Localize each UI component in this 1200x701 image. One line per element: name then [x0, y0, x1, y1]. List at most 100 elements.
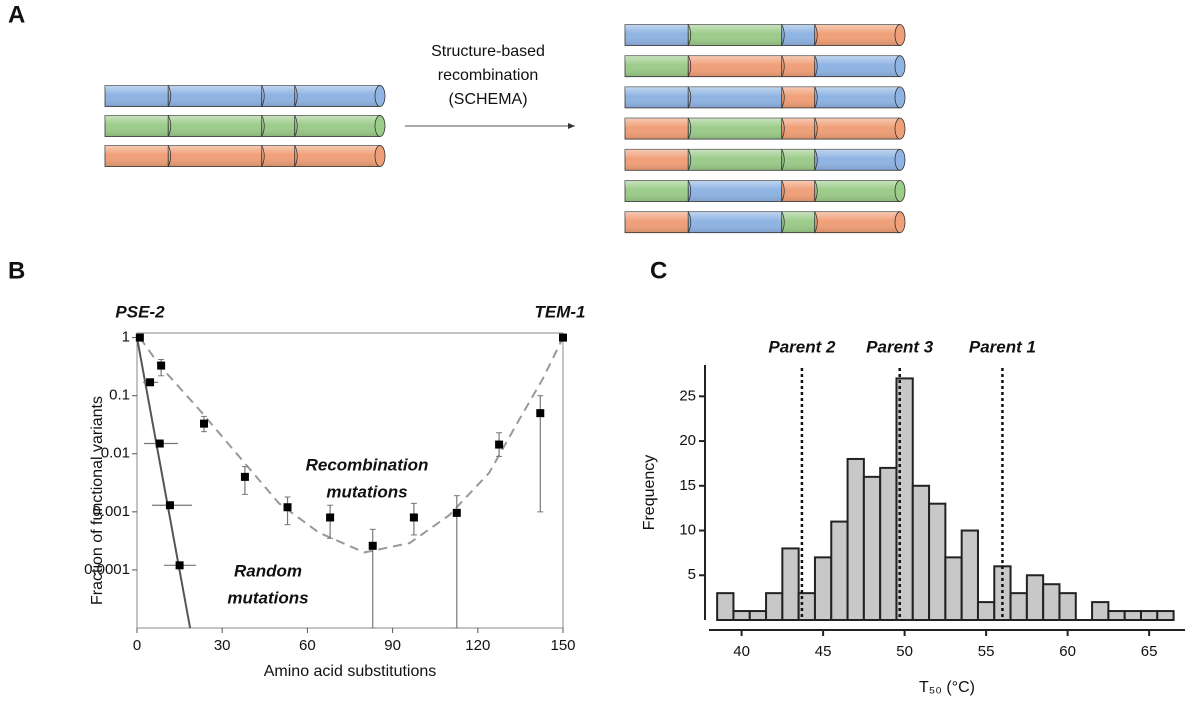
y-tick-label: 25 [679, 387, 696, 404]
annotation: Recombination [306, 455, 429, 474]
y-tick-label: 15 [679, 477, 696, 494]
x-tick-label: 45 [815, 643, 832, 660]
barrel-joint [781, 149, 785, 171]
barrel-joint [781, 180, 785, 202]
barrel-joint [814, 117, 818, 140]
barrels [104, 24, 906, 234]
y-tick-label: 0.01 [101, 445, 130, 462]
y-axis-label: Fraction of functional variants [89, 396, 106, 605]
bar [1139, 610, 1159, 621]
bar [765, 592, 784, 622]
point [452, 508, 461, 517]
barrel-joint [814, 149, 818, 171]
y-tick-label: 10 [679, 521, 696, 538]
barrel-sheen [625, 149, 689, 171]
point [146, 378, 155, 387]
bar [813, 556, 833, 621]
barrel-sheen [688, 55, 782, 77]
bar [862, 475, 882, 621]
bar [944, 556, 963, 621]
barrel-sheen [261, 85, 295, 107]
barrel-sheen [781, 86, 815, 108]
arrow-label: (SCHEMA) [448, 91, 527, 108]
x-tick-label: 60 [1059, 643, 1076, 660]
barrel-sheen [294, 85, 380, 107]
bar [928, 502, 947, 621]
bar [976, 601, 996, 622]
barrel-sheen [814, 180, 900, 202]
bar [911, 484, 931, 621]
bar [1107, 610, 1126, 621]
barrel-joint [781, 211, 785, 233]
barrel-sheen [625, 211, 689, 233]
barrel-cap [894, 24, 906, 46]
barrel-cap [894, 148, 906, 171]
barrel-sheen [294, 115, 380, 137]
barrel-joint [687, 24, 692, 46]
barrel-joint [261, 85, 265, 107]
x-tick-label: 0 [133, 637, 141, 654]
arrow-label: recombination [438, 67, 539, 84]
barrel-joint [814, 211, 818, 233]
barrel-sheen [814, 211, 900, 233]
barrel-sheen [168, 115, 262, 137]
barrel-sheen [625, 24, 689, 46]
x-tick-label: 65 [1141, 643, 1158, 660]
barrel-sheen [105, 85, 169, 107]
point [155, 439, 164, 448]
y-tick-label: 0.001 [92, 503, 130, 520]
reference-label: Parent 2 [768, 337, 836, 356]
point [409, 513, 418, 522]
x-tick-label: 30 [214, 637, 231, 654]
bar [716, 592, 735, 622]
point [368, 541, 377, 550]
fit-line [137, 337, 192, 628]
barrel-sheen [688, 149, 782, 171]
barrel-sheen [168, 145, 262, 167]
barrel-cap [894, 117, 906, 140]
barrel-joint [167, 145, 172, 167]
point [536, 409, 545, 418]
barrel-cap [374, 85, 386, 107]
barrel-joint [814, 24, 818, 46]
bar [1091, 601, 1110, 622]
barrel-joint [814, 86, 818, 109]
barrel-joint [167, 85, 172, 107]
barrel-sheen [625, 180, 689, 202]
barrel-joint [781, 55, 785, 77]
barrel-sheen [814, 118, 900, 140]
bar [1123, 610, 1142, 621]
barrel-sheen [781, 149, 815, 171]
annotation: TEM-1 [535, 302, 586, 321]
fit-line [139, 337, 563, 554]
barrel-joint [781, 86, 785, 109]
y-tick-label: 20 [679, 432, 696, 449]
point [559, 333, 567, 342]
y-tick-label: 1 [122, 329, 130, 346]
barrel-joint [687, 211, 692, 233]
bar [1025, 574, 1045, 622]
barrel-sheen [781, 55, 815, 77]
y-tick-label: 0.0001 [84, 561, 130, 578]
x-tick-label: 55 [978, 643, 995, 660]
barrel-joint [687, 149, 692, 171]
barrel-joint [294, 145, 298, 167]
x-axis-label: Amino acid substitutions [264, 663, 437, 680]
bar [1058, 592, 1077, 622]
bar [748, 610, 768, 621]
bar [879, 466, 898, 622]
barrel-joint [167, 115, 172, 137]
barrel-sheen [625, 55, 689, 77]
barrel-sheen [625, 118, 689, 140]
barrel-cap [894, 55, 906, 78]
barrel-sheen [688, 180, 782, 202]
barrel-cap [894, 86, 906, 109]
plot-frame [136, 332, 564, 629]
y-tick-label: 0.1 [109, 387, 130, 404]
x-tick-label: 90 [384, 637, 401, 654]
point [175, 561, 184, 570]
barrel-joint [781, 117, 785, 140]
bar [1156, 610, 1175, 621]
barrel-sheen [168, 85, 262, 107]
